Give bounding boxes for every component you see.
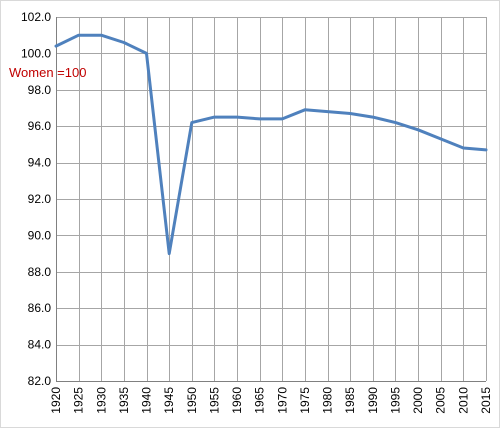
x-tick-label: 2000 [411, 387, 425, 414]
x-tick-label: 1975 [298, 387, 312, 414]
x-tick-label: 2005 [434, 387, 448, 414]
x-tick-label: 1940 [140, 387, 154, 414]
y-tick-label: 82.0 [28, 374, 52, 388]
grid [56, 17, 487, 382]
y-tick-label: 84.0 [28, 338, 52, 352]
x-tick-label: 1950 [185, 387, 199, 414]
y-tick-label: 102.0 [21, 10, 51, 24]
x-tick-label: 1920 [49, 387, 63, 414]
annotation-label: Women =100 [9, 65, 86, 80]
x-tick-label: 1990 [366, 387, 380, 414]
x-tick-label: 1980 [321, 387, 335, 414]
y-tick-label: 90.0 [28, 228, 52, 242]
y-tick-label: 86.0 [28, 301, 52, 315]
x-tick-label: 1955 [207, 387, 221, 414]
y-tick-label: 98.0 [28, 83, 52, 97]
x-tick-label: 1995 [388, 387, 402, 414]
x-tick-label: 1960 [230, 387, 244, 414]
x-tick-labels: 1920 1925 1930 1935 1940 1945 1950 1955 1960 1965… [49, 387, 493, 414]
x-tick-label: 1965 [253, 387, 267, 414]
x-tick-label: 1935 [117, 387, 131, 414]
y-tick-label: 92.0 [28, 192, 52, 206]
x-tick-label: 2015 [479, 387, 493, 414]
y-tick-label: 94.0 [28, 156, 52, 170]
x-tick-label: 1930 [94, 387, 108, 414]
x-tick-label: 1945 [162, 387, 176, 414]
series-line [54, 33, 488, 256]
x-tick-label: 1925 [72, 387, 86, 414]
axes [56, 17, 486, 382]
series-lines [54, 33, 488, 256]
y-tick-label: 88.0 [28, 265, 52, 279]
x-tick-label: 1970 [275, 387, 289, 414]
y-tick-label: 96.0 [28, 119, 52, 133]
x-tick-label: 1985 [343, 387, 357, 414]
y-tick-label: 100.0 [21, 46, 51, 60]
y-tick-labels: 82.0 84.0 86.0 88.0 90.0 92.0 94.0 96.0 98.0 100.… [21, 10, 51, 388]
x-tick-label: 2010 [456, 387, 470, 414]
